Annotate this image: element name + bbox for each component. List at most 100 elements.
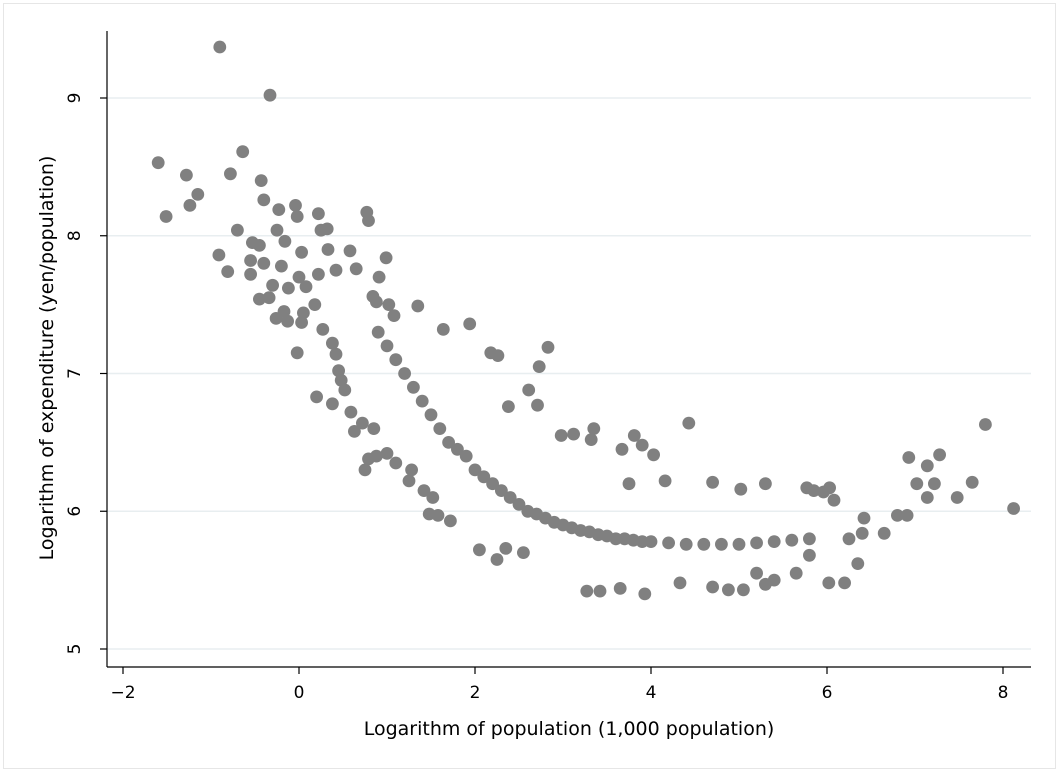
data-point xyxy=(622,477,636,491)
data-point xyxy=(473,543,486,557)
data-point xyxy=(262,291,276,305)
data-point xyxy=(486,477,499,491)
data-point xyxy=(580,584,594,598)
data-point xyxy=(343,244,357,258)
x-tick-label: 6 xyxy=(822,683,833,703)
data-point xyxy=(541,340,555,354)
y-tick-label: 8 xyxy=(65,230,85,241)
data-point xyxy=(289,199,302,212)
data-point xyxy=(673,576,687,590)
data-points xyxy=(151,40,1020,601)
x-tick-label: −2 xyxy=(110,683,135,703)
data-point xyxy=(316,323,330,336)
y-axis-title: Logarithm of expenditure (yen/population… xyxy=(36,156,58,561)
data-point xyxy=(750,566,763,580)
data-point xyxy=(851,557,865,570)
data-point xyxy=(244,254,257,267)
y-tick-label: 9 xyxy=(65,93,85,104)
data-point xyxy=(803,532,816,546)
data-point xyxy=(436,323,450,336)
data-point xyxy=(431,509,445,522)
data-point xyxy=(682,416,696,430)
data-point xyxy=(767,535,781,548)
data-point xyxy=(627,429,641,442)
data-point xyxy=(979,418,992,431)
data-point xyxy=(389,353,403,367)
data-point xyxy=(292,270,306,284)
data-point xyxy=(855,526,869,540)
data-point xyxy=(567,427,580,441)
data-point xyxy=(278,234,292,248)
data-point xyxy=(321,243,335,256)
data-point xyxy=(389,456,403,470)
data-point xyxy=(803,548,816,562)
data-point xyxy=(159,210,173,223)
data-point xyxy=(857,511,871,525)
x-tick-label: 4 xyxy=(646,683,657,703)
data-point xyxy=(877,526,891,540)
data-point xyxy=(362,214,375,228)
data-point xyxy=(372,270,386,284)
data-point xyxy=(387,309,401,322)
data-point xyxy=(587,422,601,435)
data-point xyxy=(151,156,165,170)
data-point xyxy=(334,374,348,387)
data-point xyxy=(827,493,841,507)
data-point xyxy=(734,482,748,496)
data-point xyxy=(263,88,277,102)
data-point xyxy=(499,542,513,555)
data-point xyxy=(920,491,934,504)
x-tick-label: 8 xyxy=(998,683,1009,703)
data-point xyxy=(380,447,394,460)
data-point xyxy=(468,463,482,477)
y-axis-ticks: 5 6 7 8 9 xyxy=(65,93,107,654)
data-point xyxy=(221,265,235,278)
x-axis-ticks: −2 0 2 4 6 8 xyxy=(110,667,1008,703)
data-point xyxy=(297,306,310,320)
data-point xyxy=(329,263,343,277)
data-point xyxy=(290,346,304,360)
data-point xyxy=(503,491,517,504)
data-point xyxy=(326,336,339,350)
data-point xyxy=(380,339,394,353)
data-point xyxy=(402,474,416,488)
data-point xyxy=(531,398,544,412)
data-point xyxy=(477,470,491,484)
data-point xyxy=(290,210,304,223)
grid-lines xyxy=(107,97,1031,650)
data-point xyxy=(759,477,772,491)
data-point xyxy=(332,364,345,378)
data-point xyxy=(356,416,369,430)
data-point xyxy=(706,475,719,489)
data-point xyxy=(424,408,438,422)
data-point xyxy=(842,532,856,546)
data-point xyxy=(928,477,941,491)
data-point xyxy=(613,582,627,595)
data-point xyxy=(920,459,934,473)
data-point xyxy=(495,484,508,497)
data-point xyxy=(609,532,623,546)
data-point xyxy=(310,390,323,404)
data-point xyxy=(236,145,250,159)
data-point xyxy=(491,349,505,362)
data-point xyxy=(312,207,325,221)
data-point xyxy=(950,491,964,504)
data-point xyxy=(370,295,383,309)
data-point xyxy=(344,405,358,419)
data-point xyxy=(463,317,477,331)
data-point xyxy=(244,267,257,281)
data-point xyxy=(910,477,924,491)
data-point xyxy=(348,425,361,438)
data-point xyxy=(269,312,283,325)
data-point xyxy=(822,576,836,590)
data-point xyxy=(750,536,763,550)
data-point xyxy=(257,193,271,207)
data-point xyxy=(415,394,429,408)
data-point xyxy=(732,537,746,551)
data-point xyxy=(299,280,313,294)
data-point xyxy=(212,248,226,262)
data-point xyxy=(275,259,288,273)
data-point xyxy=(407,380,420,394)
